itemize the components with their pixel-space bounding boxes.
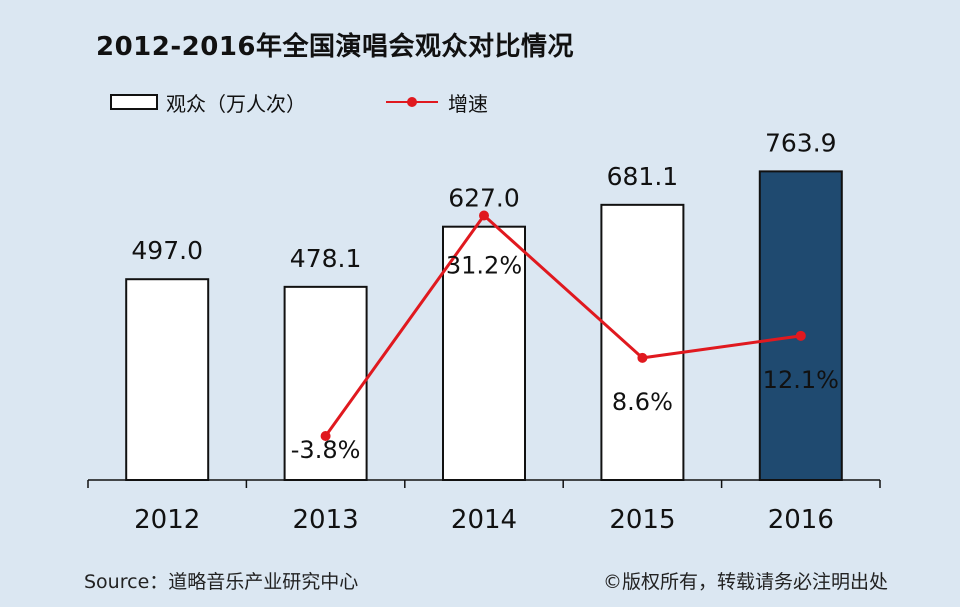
bar-2014: [442, 225, 526, 481]
growth-point: [479, 210, 489, 221]
source-note: Source：道略音乐产业研究中心: [84, 571, 359, 593]
growth-value-label: 12.1%: [763, 366, 839, 394]
growth-point: [795, 330, 806, 341]
bar-2012: [125, 278, 210, 481]
growth-value-label: 8.6%: [612, 388, 673, 416]
x-tick-label: 2015: [609, 505, 675, 535]
legend-bar-swatch: [110, 94, 158, 110]
legend-item-line: 增速: [386, 88, 488, 117]
x-tick-label: 2014: [451, 505, 517, 535]
x-tick-label: 2012: [134, 505, 200, 535]
x-tick-label: 2013: [293, 505, 359, 535]
bar-value-label: 478.1: [290, 244, 362, 273]
legend-line-label: 增速: [448, 91, 488, 116]
chart-title: 2012-2016年全国演唱会观众对比情况: [96, 32, 575, 62]
bar-2015: [600, 203, 685, 481]
growth-line: [324, 213, 802, 437]
growth-point: [320, 431, 331, 441]
growth-value-label: 31.2%: [446, 252, 522, 280]
legend-line-swatch: [386, 95, 438, 109]
x-tick-label: 2016: [768, 505, 834, 535]
bar-2016: [758, 170, 843, 481]
growth-value-label: -3.8%: [291, 436, 361, 464]
legend: 观众（万人次） 增速: [110, 88, 488, 116]
bar-2013: [283, 285, 368, 481]
bar-value-label: 497.0: [131, 236, 203, 265]
bar-value-label: 763.9: [765, 128, 837, 157]
bar-value-label: 681.1: [607, 162, 679, 191]
legend-bar-label: 观众（万人次）: [166, 91, 306, 116]
growth-point: [637, 352, 648, 363]
copyright-note: ©版权所有，转载请务必注明出处: [602, 571, 888, 593]
bar-value-label: 627.0: [448, 184, 520, 213]
legend-item-bar: 观众（万人次）: [110, 88, 306, 117]
